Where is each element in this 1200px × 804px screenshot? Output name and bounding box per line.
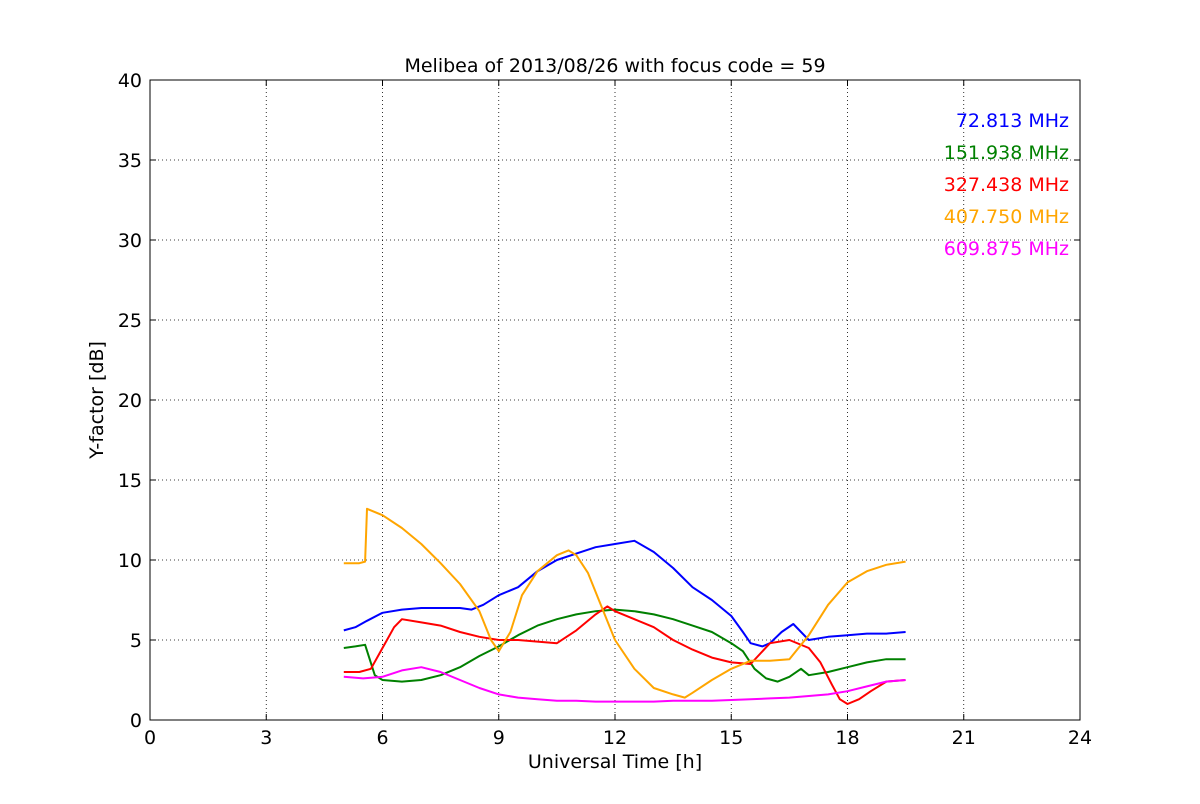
y-tick-label: 0 <box>130 710 142 732</box>
series-line-1 <box>343 608 906 683</box>
x-tick-label: 21 <box>952 727 976 749</box>
legend: 72.813 MHz 151.938 MHz 327.438 MHz 407.750 … <box>944 110 1069 260</box>
x-tick-label: 9 <box>493 727 505 749</box>
x-tick-label: 15 <box>719 727 743 749</box>
x-tick-label: 18 <box>835 727 859 749</box>
series-line-0 <box>343 539 906 648</box>
y-tick-label: 15 <box>118 470 142 492</box>
y-tick-label: 20 <box>118 390 142 412</box>
series-line-3 <box>343 507 906 699</box>
ticks: 0 3 6 9 12 15 18 21 24 0 5 10 15 20 25 30 35 40 <box>118 70 1092 749</box>
y-axis-label: Y-factor [dB] <box>86 341 108 460</box>
legend-entry: 72.813 MHz <box>956 110 1069 132</box>
y-tick-label: 25 <box>118 310 142 332</box>
y-tick-label: 40 <box>118 70 142 92</box>
series-line-2 <box>343 605 906 705</box>
x-tick-label: 0 <box>144 727 156 749</box>
y-tick-label: 35 <box>118 150 142 172</box>
legend-entry: 327.438 MHz <box>944 174 1069 196</box>
y-tick-label: 5 <box>130 630 142 652</box>
x-axis-label: Universal Time [h] <box>528 751 702 773</box>
x-tick-label: 3 <box>260 727 272 749</box>
x-tick-label: 24 <box>1068 727 1092 749</box>
legend-entry: 407.750 MHz <box>944 206 1069 228</box>
legend-entry: 151.938 MHz <box>944 142 1069 164</box>
chart-title: Melibea of 2013/08/26 with focus code = … <box>404 55 825 77</box>
x-tick-label: 6 <box>376 727 388 749</box>
x-tick-label: 12 <box>603 727 627 749</box>
legend-entry: 609.875 MHz <box>944 238 1069 260</box>
series-line-4 <box>343 666 906 703</box>
y-tick-label: 10 <box>118 550 142 572</box>
series-layer <box>343 507 906 705</box>
y-tick-label: 30 <box>118 230 142 252</box>
